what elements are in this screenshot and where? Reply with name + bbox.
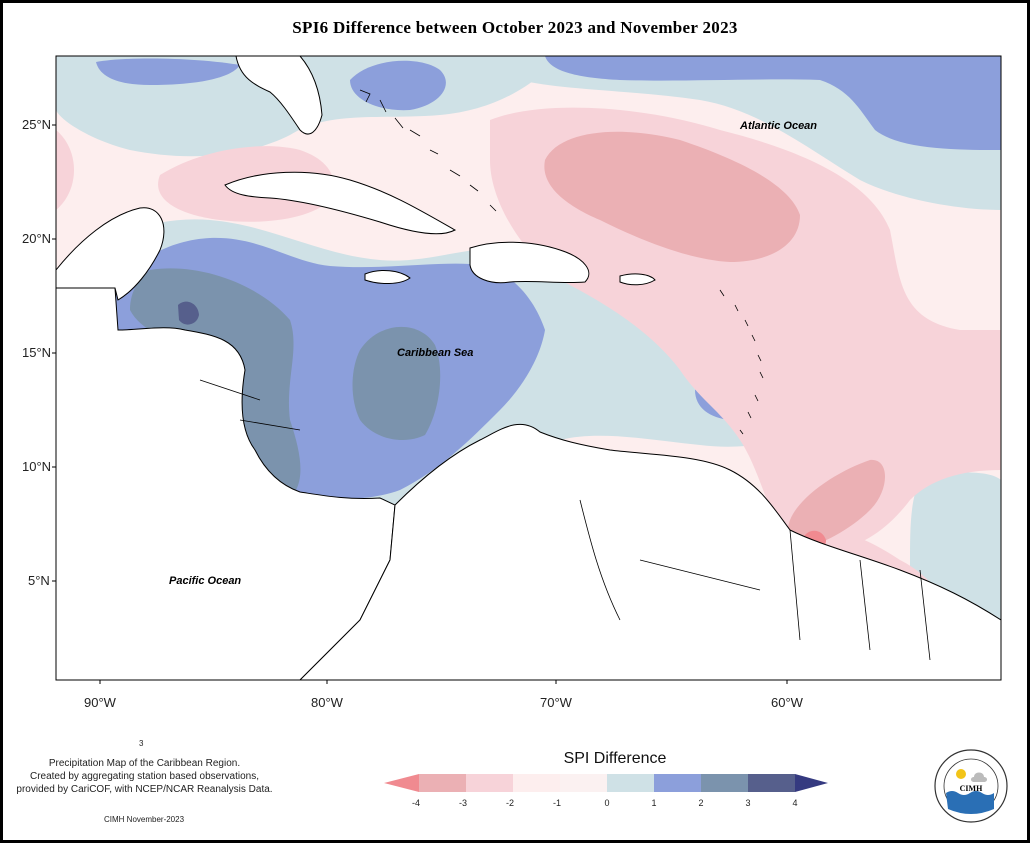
footnote-line-3: provided by CariCOF, with NCEP/NCAR Rean… bbox=[16, 784, 273, 795]
legend-swatch-minus3 bbox=[419, 774, 466, 792]
spi-zone-pink-west bbox=[56, 130, 74, 210]
logo-name: CIMH bbox=[960, 784, 983, 793]
legend-swatch-minus2 bbox=[466, 774, 513, 792]
border-lines bbox=[199, 379, 931, 661]
footnote-description: Precipitation Map of the Caribbean Regio… bbox=[2, 757, 287, 796]
ocean-label-caribbean: Caribbean Sea bbox=[397, 347, 474, 359]
lon-label-70w: 70°W bbox=[540, 695, 572, 710]
legend-swatch-plus2 bbox=[654, 774, 701, 792]
spi-zone-slate-central bbox=[352, 326, 441, 440]
spi-zone-blue-bahamas bbox=[350, 60, 446, 111]
islands-bahamas bbox=[359, 89, 497, 212]
spi-zone-dark-core bbox=[178, 301, 199, 325]
legend-tick-0: 0 bbox=[604, 798, 610, 808]
legend-tick-minus4: -4 bbox=[411, 798, 420, 808]
land-central-america bbox=[56, 287, 396, 680]
lat-label-15n: 15°N bbox=[22, 345, 52, 360]
lat-label-5n: 5°N bbox=[28, 573, 50, 588]
lat-label-25n: 25°N bbox=[22, 117, 52, 132]
cloud-icon bbox=[971, 772, 987, 782]
spi-zone-blue-ne bbox=[545, 56, 1001, 150]
land-puerto-rico bbox=[619, 273, 656, 286]
lat-label-10n: 10°N bbox=[22, 459, 52, 474]
legend-swatch-lt-minus4 bbox=[384, 774, 419, 792]
legend-tick-minus2: -2 bbox=[505, 798, 514, 808]
legend-swatch-gt-plus4 bbox=[795, 774, 828, 792]
lon-label-60w: 60°W bbox=[771, 695, 803, 710]
legend-swatch-minus1 bbox=[513, 774, 560, 792]
spi-zone-blue-florida bbox=[96, 58, 240, 85]
axis-ticks bbox=[52, 124, 788, 684]
lat-label-20n: 20°N bbox=[22, 231, 52, 246]
spi-zone-rose-guiana bbox=[787, 459, 885, 550]
cimh-logo: CIMH bbox=[934, 749, 1008, 823]
legend-tick-minus1: -1 bbox=[552, 798, 561, 808]
legend-swatch-zero bbox=[560, 774, 607, 792]
lon-label-80w: 80°W bbox=[311, 695, 343, 710]
legend-swatch-plus1 bbox=[607, 774, 654, 792]
footnote-line-2: Created by aggregating station based obs… bbox=[29, 771, 260, 782]
land-jamaica bbox=[364, 270, 411, 284]
legend-tick-minus3: -3 bbox=[458, 798, 467, 808]
plot-border bbox=[55, 55, 1002, 681]
ocean-label-atlantic: Atlantic Ocean bbox=[740, 120, 818, 132]
legend-title: SPI Difference bbox=[563, 750, 667, 767]
land-yucatan bbox=[56, 207, 165, 301]
legend-colorbar bbox=[384, 774, 828, 792]
land-florida bbox=[235, 56, 323, 135]
land-hispaniola bbox=[469, 241, 590, 284]
legend-tick-2: 2 bbox=[698, 798, 704, 808]
footnote-line-1: Precipitation Map of the Caribbean Regio… bbox=[48, 758, 241, 769]
legend-tick-3: 3 bbox=[745, 798, 751, 808]
spi-zone-rose-atlantic bbox=[544, 131, 800, 262]
footnote-credit: CIMH November-2023 bbox=[104, 815, 185, 824]
wave-icon bbox=[946, 791, 994, 814]
map-title: SPI6 Difference between October 2023 and… bbox=[292, 18, 738, 37]
legend-tick-4: 4 bbox=[792, 798, 798, 808]
legend-swatch-plus3 bbox=[701, 774, 748, 792]
lon-label-90w: 90°W bbox=[84, 695, 116, 710]
footnote-stray-mark: 3 bbox=[139, 739, 144, 748]
legend-swatch-plus4 bbox=[748, 774, 795, 792]
legend-tick-1: 1 bbox=[651, 798, 657, 808]
land-cuba bbox=[224, 171, 457, 235]
land-south-america bbox=[299, 423, 1001, 680]
sun-icon bbox=[956, 769, 966, 779]
islands-lesser-antilles bbox=[719, 289, 764, 435]
ocean-label-pacific: Pacific Ocean bbox=[169, 575, 242, 587]
